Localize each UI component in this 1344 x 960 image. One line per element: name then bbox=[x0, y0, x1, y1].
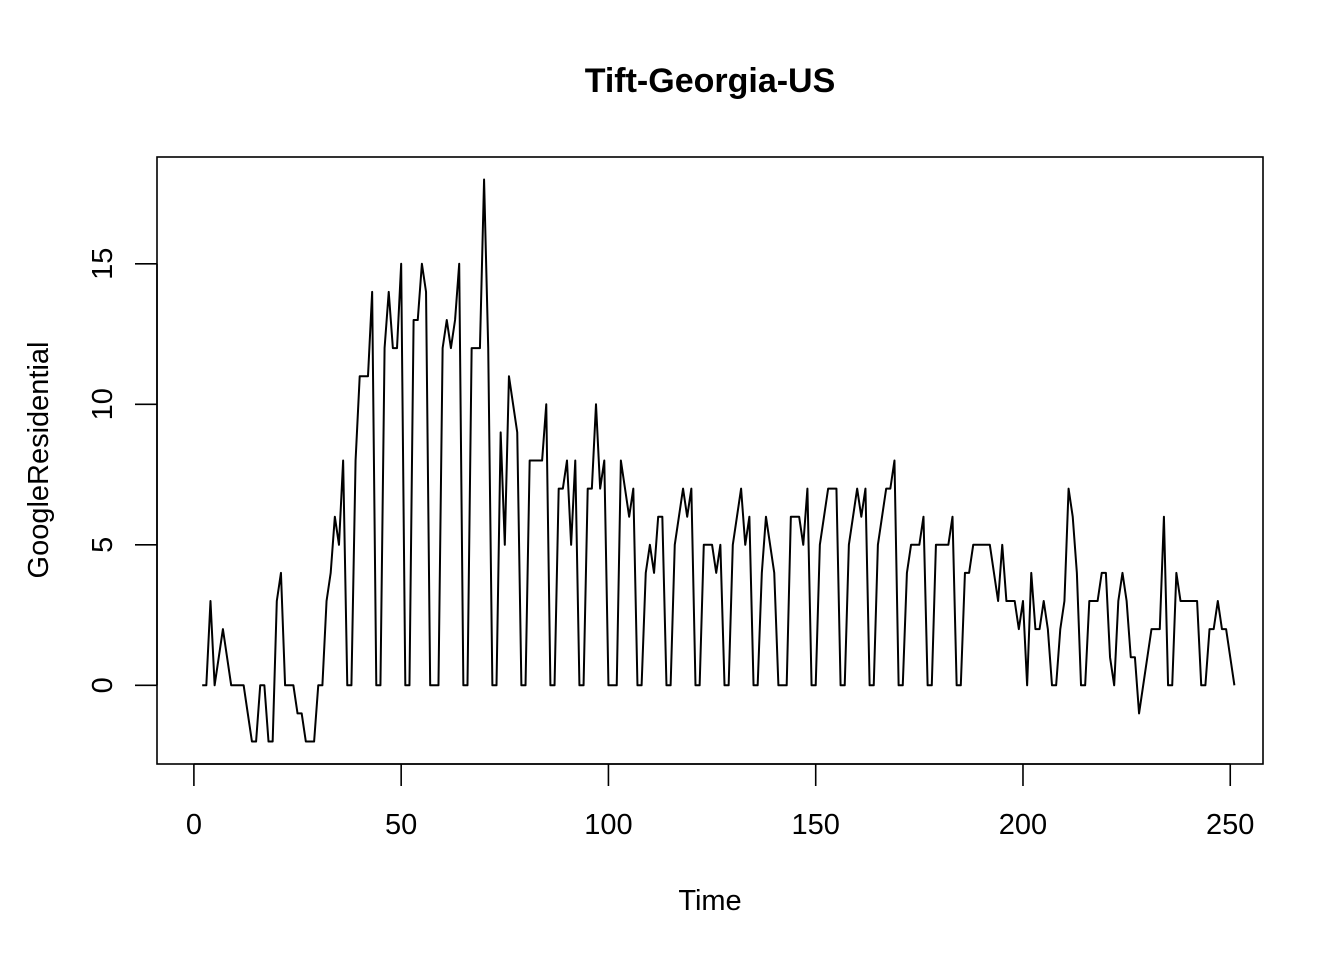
x-axis: 0 50 100 150 200 250 bbox=[186, 763, 1254, 841]
y-tick-label: 10 bbox=[87, 388, 119, 420]
plot-frame bbox=[156, 156, 1264, 765]
x-tick-label: 100 bbox=[584, 809, 632, 841]
x-tick-label: 50 bbox=[385, 809, 417, 841]
x-tick-label: 200 bbox=[999, 809, 1047, 841]
y-axis-label: GoogleResidential bbox=[23, 342, 55, 579]
x-tick-label: 150 bbox=[792, 809, 840, 841]
y-tick-label: 5 bbox=[87, 537, 119, 553]
y-tick-label: 0 bbox=[87, 677, 119, 693]
x-tick-label: 0 bbox=[186, 809, 202, 841]
x-tick-label: 250 bbox=[1206, 809, 1254, 841]
x-axis-label: Time bbox=[678, 885, 741, 917]
y-axis: 0 5 10 15 bbox=[87, 248, 158, 693]
series-line bbox=[202, 178, 1236, 743]
y-tick-label: 15 bbox=[87, 248, 119, 280]
chart-title: Tift-Georgia-US bbox=[585, 62, 836, 100]
